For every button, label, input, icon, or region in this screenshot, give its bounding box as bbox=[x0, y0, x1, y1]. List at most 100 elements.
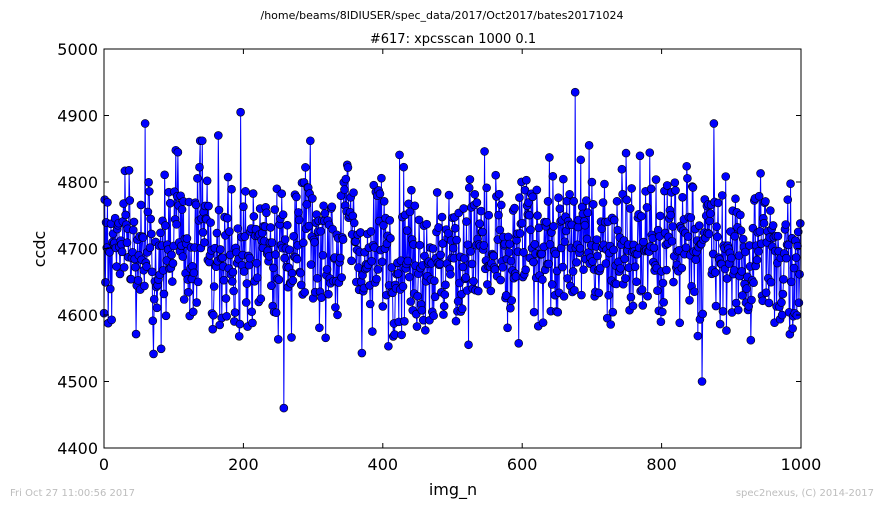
data-point bbox=[242, 279, 252, 288]
data-point bbox=[317, 293, 326, 302]
data-point bbox=[296, 268, 305, 278]
data-point bbox=[690, 287, 699, 297]
data-point bbox=[786, 277, 796, 287]
data-point bbox=[542, 217, 551, 227]
data-point bbox=[795, 219, 805, 228]
data-point bbox=[159, 289, 169, 299]
data-point bbox=[429, 311, 438, 321]
data-point bbox=[188, 307, 198, 317]
data-point bbox=[177, 205, 187, 214]
data-point bbox=[168, 277, 177, 286]
data-point bbox=[649, 243, 659, 253]
data-point bbox=[669, 277, 678, 287]
data-point bbox=[575, 243, 585, 253]
data-point bbox=[635, 151, 645, 161]
data-point bbox=[397, 330, 406, 340]
data-point bbox=[547, 280, 557, 289]
data-point bbox=[532, 185, 542, 195]
data-point bbox=[269, 263, 278, 273]
data-point bbox=[280, 253, 289, 263]
data-point bbox=[294, 208, 303, 217]
data-point bbox=[612, 196, 622, 206]
data-point bbox=[299, 238, 308, 248]
data-point bbox=[510, 203, 519, 213]
data-point bbox=[156, 344, 166, 354]
data-point bbox=[528, 192, 537, 202]
data-point bbox=[754, 191, 764, 201]
data-point bbox=[779, 275, 788, 284]
data-point bbox=[331, 303, 340, 312]
data-point bbox=[208, 324, 218, 334]
data-point bbox=[440, 290, 450, 299]
data-point bbox=[415, 240, 425, 250]
data-point bbox=[781, 220, 790, 229]
data-point bbox=[778, 289, 788, 299]
data-point bbox=[378, 302, 388, 311]
data-point bbox=[681, 243, 691, 252]
data-point bbox=[688, 183, 698, 192]
data-point bbox=[248, 189, 258, 198]
data-point bbox=[289, 231, 298, 241]
data-point bbox=[638, 301, 648, 310]
data-point bbox=[448, 243, 458, 253]
data-point bbox=[697, 377, 707, 386]
data-point bbox=[168, 259, 178, 268]
data-point bbox=[588, 200, 598, 209]
data-point bbox=[582, 196, 591, 205]
data-point bbox=[711, 301, 721, 311]
data-point bbox=[179, 295, 189, 304]
data-point bbox=[274, 275, 284, 284]
data-point bbox=[439, 310, 448, 319]
data-point bbox=[287, 333, 296, 342]
data-point bbox=[316, 226, 326, 236]
data-point bbox=[467, 259, 477, 269]
data-point bbox=[453, 296, 463, 306]
data-point bbox=[348, 211, 358, 221]
data-point bbox=[142, 262, 151, 271]
data-point bbox=[189, 268, 199, 278]
data-point bbox=[583, 208, 593, 217]
data-point bbox=[507, 296, 517, 305]
data-point bbox=[148, 316, 158, 326]
data-point bbox=[789, 263, 799, 273]
data-point bbox=[746, 335, 756, 345]
data-point bbox=[706, 209, 715, 218]
data-point bbox=[715, 319, 725, 329]
y-tick-label: 4900 bbox=[57, 107, 98, 126]
data-point bbox=[112, 262, 121, 271]
data-point bbox=[630, 262, 640, 272]
data-point bbox=[754, 247, 763, 256]
data-point bbox=[356, 228, 365, 237]
data-point bbox=[538, 318, 548, 327]
data-point bbox=[794, 298, 804, 308]
data-point bbox=[694, 221, 704, 230]
data-point bbox=[375, 189, 385, 199]
data-point bbox=[572, 258, 581, 267]
data-point bbox=[625, 204, 635, 213]
data-point bbox=[441, 280, 450, 290]
data-point bbox=[662, 181, 672, 190]
data-point bbox=[595, 263, 605, 273]
data-point bbox=[761, 197, 770, 206]
data-point bbox=[503, 323, 512, 333]
data-point bbox=[324, 289, 333, 299]
data-point bbox=[553, 307, 563, 317]
data-point bbox=[225, 227, 234, 236]
data-point bbox=[340, 185, 349, 194]
data-point bbox=[496, 275, 505, 285]
data-point bbox=[777, 298, 786, 307]
data-point bbox=[204, 201, 213, 211]
data-point bbox=[782, 253, 791, 263]
data-point bbox=[682, 161, 691, 171]
data-point bbox=[668, 222, 678, 231]
figure-suptitle: /home/beams/8IDIUSER/spec_data/2017/Oct2… bbox=[260, 9, 624, 22]
data-point bbox=[677, 263, 687, 273]
data-point bbox=[321, 333, 330, 343]
data-point bbox=[721, 172, 731, 181]
data-point bbox=[236, 107, 245, 117]
data-point bbox=[407, 185, 416, 195]
data-point bbox=[193, 174, 202, 183]
data-point bbox=[252, 258, 261, 268]
data-point bbox=[554, 193, 563, 203]
data-point bbox=[722, 326, 731, 335]
